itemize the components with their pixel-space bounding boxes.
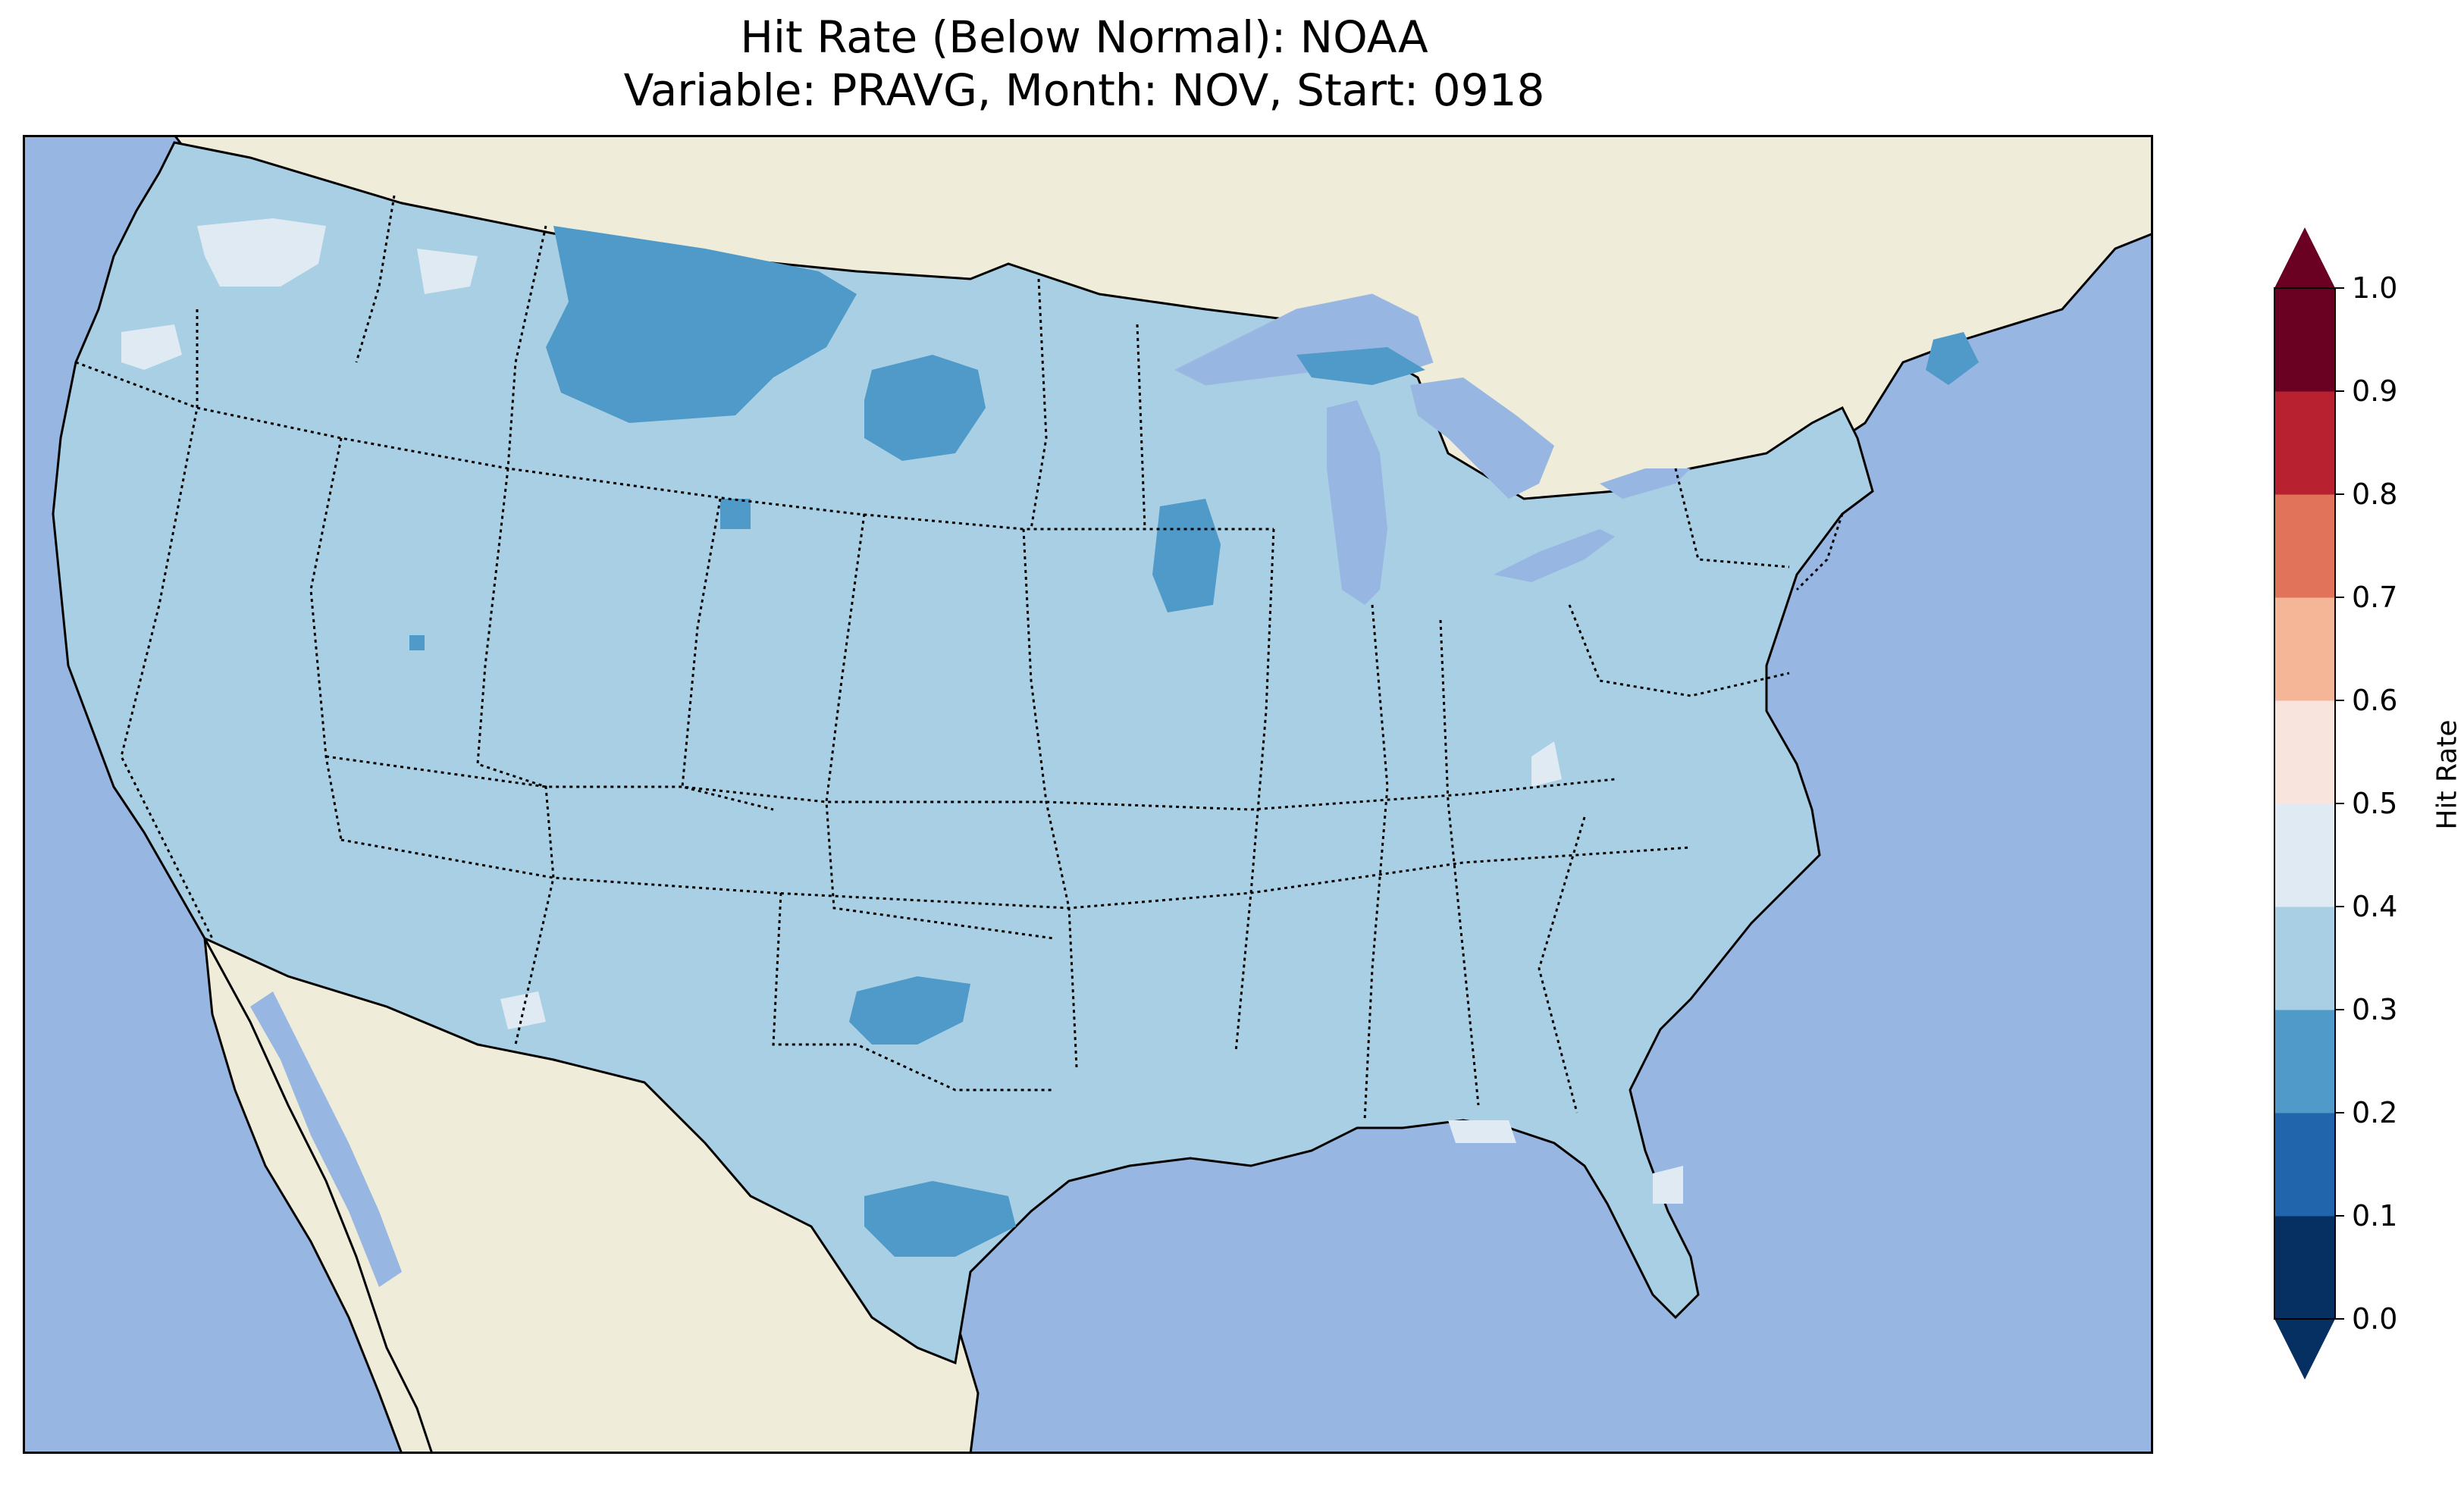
map-title: Hit Rate (Below Normal): NOAA (740, 11, 1428, 63)
florida-high (1653, 1166, 1683, 1204)
utah-low (409, 635, 425, 650)
colorbar-tick-label: 0.3 (2352, 993, 2398, 1026)
iowa-low (1152, 499, 1221, 612)
colorbar-tick-label: 0.6 (2352, 684, 2398, 717)
sd-small-low (720, 499, 751, 529)
lake-michigan (1327, 400, 1387, 605)
map-frame (23, 135, 2153, 1454)
montana-low (546, 226, 857, 423)
colorbar-tick-label: 0.9 (2352, 374, 2398, 408)
colorbar-bin (2274, 1113, 2335, 1217)
colorbar-bins (2274, 288, 2335, 1320)
colorbar-extend-max (2274, 227, 2335, 288)
florida-panhandle-high (1448, 1120, 1516, 1143)
colorbar-tick-label: 0.8 (2352, 478, 2398, 511)
kentucky-high (1531, 741, 1562, 787)
map-panel (23, 135, 2153, 1454)
lake-erie (1494, 529, 1615, 582)
colorbar-ticks (2335, 287, 2344, 1320)
bin-0.2-0.3-regions (409, 226, 1979, 1257)
colorbar-extend-min (2274, 1319, 2335, 1380)
texas-panhandle-low (849, 976, 970, 1045)
colorbar-tick-label: 0.4 (2352, 890, 2398, 923)
colorbar-bin (2274, 803, 2335, 907)
gulf-of-california (250, 991, 402, 1287)
colorbar-bin (2274, 1010, 2335, 1113)
lake-huron (1410, 377, 1554, 499)
colorbar-bin (2274, 391, 2335, 495)
colorbar (2274, 227, 2344, 1380)
washington-high (197, 218, 326, 287)
baja-land (203, 938, 434, 1454)
colorbar-bin (2274, 1216, 2335, 1320)
colorbar-bin (2274, 597, 2335, 701)
upper-michigan-low (1296, 347, 1425, 385)
bin-0.4-0.5-regions (121, 218, 1683, 1204)
lake-ontario (1600, 468, 1691, 499)
map-subtitle: Variable: PRAVG, Month: NOV, Start: 0918 (623, 64, 1545, 116)
colorbar-tick-label: 0.5 (2352, 787, 2398, 820)
colorbar-tick-label: 0.1 (2352, 1199, 2398, 1232)
south-texas-low (864, 1181, 1016, 1257)
colorbar-tick-label: 0.7 (2352, 581, 2398, 614)
colorbar-tick-label: 0.2 (2352, 1096, 2398, 1129)
colorbar-tick-label: 0.0 (2352, 1302, 2398, 1336)
colorbar-label: Hit Rate (2431, 719, 2463, 830)
south-dakota-low (864, 355, 986, 461)
colorbar-bin (2274, 494, 2335, 598)
state-borders (75, 195, 1844, 1121)
idaho-high (417, 249, 478, 294)
maine-low (1926, 332, 1979, 385)
washington-coast-high (121, 324, 182, 370)
colorbar-bin (2274, 288, 2335, 392)
colorbar-bin (2274, 700, 2335, 804)
colorbar-bin (2274, 907, 2335, 1010)
colorbar-tick-label: 1.0 (2352, 271, 2398, 305)
